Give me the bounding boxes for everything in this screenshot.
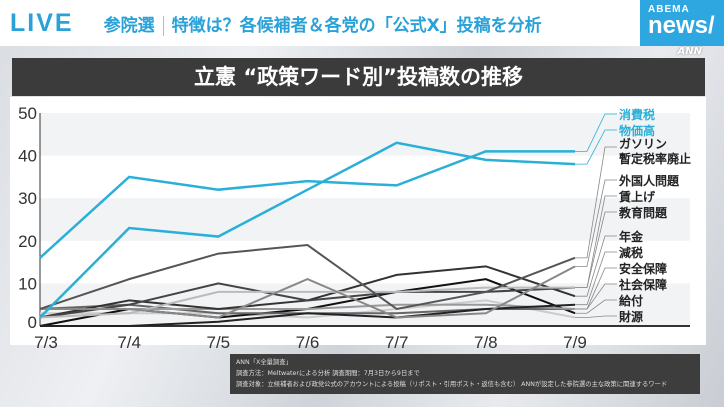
legend-label: 財源: [618, 309, 643, 324]
x-tick-label: 7/4: [117, 333, 141, 352]
footnote-source: ANN「X全量調査」: [236, 359, 292, 366]
legend-label: ガソリン: [619, 136, 667, 151]
legend-leader: [575, 299, 617, 314]
ann-watermark: ANN: [677, 46, 702, 57]
legend-label: 物価高: [619, 123, 655, 138]
headline-topic: 参院選: [103, 15, 155, 36]
x-tick-label: 7/7: [385, 333, 409, 352]
legend-label: 社会保障: [618, 277, 667, 292]
grid-band: [40, 198, 690, 241]
legend-leader: [575, 315, 617, 318]
legend-label: 外国人問題: [619, 173, 680, 188]
line-chart: 0 10 20 30 40 50 7/3 7/4 7/5 7/6 7/7 7/8 7/9 財源給付社会保障…: [18, 104, 691, 352]
y-tick-label: 10: [18, 274, 37, 293]
series-line-5: [39, 286, 575, 319]
legend-leader: [575, 129, 617, 165]
legend-label: 教育問題: [618, 205, 668, 220]
headline-text: 特徴は？各候補者＆各党の「公式X」投稿を分析: [171, 15, 542, 36]
legend-label: 給付: [619, 293, 643, 308]
y-tick-label: 30: [18, 189, 37, 208]
header-bar: LIVE 参院選 特徴は？各候補者＆各党の「公式X」投稿を分析 ABEMA news…: [0, 0, 724, 46]
footnote-target: 調査対象：立候補者および政党公式のアカウントによる投稿（リポスト・引用ポスト・返…: [236, 381, 668, 388]
legend-label: 安全保障: [619, 261, 667, 276]
logo-top: ABEMA: [648, 4, 690, 15]
y-tick-label: 40: [18, 147, 37, 166]
legend-leader: [575, 235, 617, 297]
series-line-2: [39, 141, 576, 319]
series-line-8: [40, 303, 576, 327]
footnote: ANN「X全量調査」 調査方法：Meltwaterによる分析 調査期間：7月3日…: [230, 354, 700, 394]
series-line-3: [39, 244, 576, 311]
x-tick-label: 7/3: [34, 333, 58, 352]
abema-news-logo: ABEMA news/: [640, 0, 724, 46]
x-tick-label: 7/6: [296, 333, 320, 352]
legend-label: 消費税: [619, 107, 655, 122]
grid-band: [40, 113, 690, 156]
legend-leader: [575, 146, 617, 259]
x-tick-label: 7/9: [563, 333, 587, 352]
legend-label: 暫定税率廃止: [619, 151, 691, 166]
legend-label: 賃上げ: [618, 189, 656, 204]
y-tick-label: 50: [18, 104, 37, 123]
legend-leader: [575, 267, 617, 310]
legend-leader: [575, 251, 617, 306]
divider: [162, 15, 164, 36]
footnote-method: 調査方法：Meltwaterによる分析 調査期間：7月3日から9日まで: [236, 370, 420, 377]
y-tick-label: 20: [18, 232, 37, 251]
legend-label: 減税: [619, 245, 643, 260]
logo-bottom: news/: [648, 12, 715, 39]
x-tick-label: 7/8: [474, 333, 498, 352]
legend-leader: [575, 113, 617, 152]
legend-leader: [575, 179, 617, 267]
x-tick-label: 7/5: [207, 333, 231, 352]
y-tick-label: 0: [28, 313, 37, 332]
legend-label: 年金: [619, 229, 644, 244]
legend-leader: [575, 195, 617, 289]
series-line-4: [40, 265, 576, 319]
headline: 参院選 特徴は？各候補者＆各党の「公式X」投稿を分析: [104, 11, 542, 36]
chart-title: 立憲 “政策ワード別”投稿数の推移: [12, 58, 705, 96]
live-badge: LIVE: [10, 8, 74, 37]
series-line-1: [39, 150, 575, 259]
